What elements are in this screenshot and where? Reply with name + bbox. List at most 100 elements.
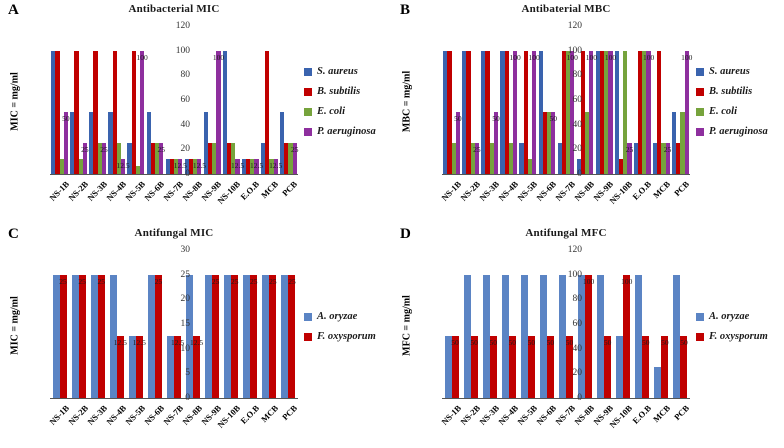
bar-b-subtilis-mcb (265, 50, 270, 174)
y-tick-label: 80 (572, 294, 583, 305)
bar-e-coli-pcb (288, 143, 293, 174)
data-label: 12.5 (113, 338, 127, 348)
y-tick-label: 40 (180, 119, 191, 130)
bar-f-oxysporum-ns-8b (585, 274, 593, 398)
x-tick-label: NS-5B (515, 179, 539, 203)
legend-label: F. oxysporum (317, 331, 376, 342)
bar-p-aeruginosa-ns-3b (101, 143, 107, 174)
legend: S. aureus B. subtilis E. coli P. aeruginosa (304, 66, 376, 146)
panel-letter: B (400, 2, 411, 18)
bar-a-oryzae-e.o.b (243, 274, 251, 398)
x-tick-label: E.O.B (630, 179, 654, 202)
bar-b-subtilis-ns-7b (561, 50, 566, 174)
bar-group-mcb (260, 26, 279, 174)
bar-s-aureus-mcb (261, 143, 266, 174)
bar-f-oxysporum-ns-8b (193, 336, 201, 398)
bar-b-subtilis-mcb (657, 50, 662, 174)
data-label: 12.5 (250, 160, 264, 170)
x-tick-label: E.O.B (238, 403, 262, 426)
x-tick-label: NS-6B (534, 179, 558, 203)
bar-group-ns-7b (556, 26, 575, 174)
y-tick-label: 80 (572, 70, 583, 81)
bar-a-oryzae-ns-3b (90, 274, 98, 398)
x-tick-label: NS-4B (496, 179, 520, 203)
x-tick-label: MCB (651, 179, 673, 201)
bar-group-ns-9b (595, 250, 614, 398)
y-axis-title: MIC = mg/ml (9, 296, 21, 355)
bar-group-ns-6b (537, 250, 556, 398)
bar-group-ns-4b (107, 250, 126, 398)
bar-a-oryzae-ns-8b (578, 274, 586, 398)
bar-b-subtilis-ns-5b (523, 50, 528, 174)
bar-s-aureus-ns-5b (519, 143, 524, 174)
bar-a-oryzae-ns-7b (166, 336, 174, 398)
x-tick-label: NS-5B (123, 179, 147, 203)
y-tick-label: 0 (185, 169, 190, 179)
bar-group-ns-10b (614, 250, 633, 398)
y-tick-label: 80 (180, 70, 191, 81)
x-tick-label: E.O.B (630, 403, 654, 426)
y-tick-label: 15 (180, 319, 191, 329)
bar-group-ns-5b (518, 250, 537, 398)
bar-group-ns-9b (203, 250, 222, 398)
y-tick-label: 10 (180, 343, 191, 354)
bar-e-coli-ns-7b (173, 158, 179, 174)
bar-p-aeruginosa-ns-8b (197, 158, 202, 174)
chart-title: Antifungal MIC (134, 227, 214, 239)
bar-f-oxysporum-ns-5b (527, 336, 535, 398)
bar-group-e.o.b (633, 26, 652, 174)
legend-label: E. coli (317, 106, 345, 117)
bar-e-coli-ns-10b (231, 143, 236, 174)
data-label: 25 (269, 276, 277, 286)
bar-f-oxysporum-e.o.b (642, 336, 650, 398)
data-label: 12.5 (116, 160, 130, 170)
bar-p-aeruginosa-ns-4b (120, 158, 126, 174)
bar-group-ns-10b (614, 26, 633, 174)
bar-e-coli-ns-4b (116, 143, 121, 174)
chart-title: Antifungal MFC (525, 227, 607, 239)
bar-b-subtilis-ns-8b (580, 50, 586, 174)
x-tick-label: NS-3B (84, 179, 109, 203)
data-label: 12.5 (173, 160, 187, 170)
x-tick-label: PCB (672, 403, 692, 423)
bar-b-subtilis-ns-9b (207, 143, 213, 174)
bar-b-subtilis-ns-6b (150, 143, 155, 174)
bar-s-aureus-ns-6b (538, 50, 543, 174)
legend-item-f-oxysporum: F. oxysporum (696, 331, 768, 342)
bar-e-coli-ns-8b (193, 158, 198, 174)
data-label: 25 (100, 145, 108, 155)
data-label: 50 (546, 338, 555, 348)
y-tick-label: 5 (185, 368, 190, 379)
panel-antifungal-mfc: D Antifungal MFC MFC = mg/ml 50 NS-1B 50 NS-2B… (392, 224, 784, 448)
y-tick-label: 40 (572, 343, 583, 354)
legend-item-e-coli: E. coli (304, 106, 376, 117)
chart-title: Antibaterial MBC (521, 3, 611, 15)
bar-b-subtilis-ns-10b (227, 143, 232, 174)
bar-e-coli-ns-10b (623, 50, 628, 174)
x-tick-label: MCB (651, 403, 673, 425)
data-label: 100 (681, 52, 693, 62)
data-label: 25 (625, 145, 634, 155)
data-label: 12.5 (192, 160, 206, 170)
data-label: 25 (230, 276, 239, 286)
bar-f-oxysporum-ns-1b (451, 336, 459, 398)
chart-title: Antibacterial MIC (128, 3, 220, 15)
bar-p-aeruginosa-mcb (273, 158, 278, 174)
legend-label: E. coli (709, 106, 737, 117)
y-axis-title: MIC = mg/ml (9, 72, 21, 131)
y-tick-label: 20 (180, 294, 191, 305)
bar-a-oryzae-ns-10b (224, 274, 232, 398)
bar-group-ns-4b (499, 250, 518, 398)
x-tick-label: NS-2B (65, 179, 90, 203)
bar-p-aeruginosa-ns-4b (512, 50, 518, 174)
bar-e-coli-ns-3b (489, 143, 494, 174)
x-tick-label: NS-5B (515, 403, 539, 427)
data-label: 12.5 (230, 160, 245, 170)
bar-a-oryzae-ns-3b (482, 274, 490, 398)
bar-group-e.o.b (241, 26, 260, 174)
data-label: 25 (81, 145, 89, 155)
plot-area: 50 NS-1B 25 NS-2B 50 NS-3B 100 NS-4B 100 NS-5B 50 N… (439, 26, 693, 206)
panel-letter: D (400, 226, 411, 242)
legend-label: S. aureus (709, 66, 750, 77)
